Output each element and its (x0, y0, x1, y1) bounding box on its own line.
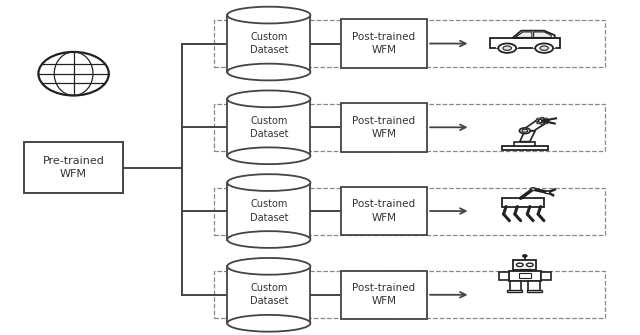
Circle shape (540, 46, 548, 50)
Ellipse shape (38, 52, 109, 95)
Circle shape (531, 188, 536, 190)
Wedge shape (496, 42, 518, 48)
Circle shape (537, 122, 540, 124)
Bar (499, 272, 509, 280)
Circle shape (535, 120, 538, 122)
Circle shape (516, 263, 523, 267)
Circle shape (527, 263, 533, 267)
Circle shape (535, 44, 553, 53)
Text: Post-trained
WFM: Post-trained WFM (353, 32, 415, 55)
Text: Custom
Dataset: Custom Dataset (250, 32, 288, 55)
Polygon shape (520, 131, 535, 142)
Circle shape (537, 118, 540, 120)
Ellipse shape (227, 147, 310, 164)
Circle shape (522, 129, 528, 132)
Text: Custom
Dataset: Custom Dataset (250, 283, 288, 307)
Bar (518, 273, 531, 278)
Bar (541, 272, 550, 280)
Circle shape (498, 44, 516, 53)
Bar (227, 15, 310, 72)
Bar (513, 261, 536, 270)
Text: Post-trained
WFM: Post-trained WFM (353, 199, 415, 223)
Wedge shape (533, 42, 556, 48)
Text: Custom
Dataset: Custom Dataset (250, 116, 288, 139)
Circle shape (541, 123, 544, 125)
Polygon shape (534, 32, 551, 38)
Circle shape (545, 122, 548, 124)
Text: Pre-trained
WFM: Pre-trained WFM (43, 156, 104, 179)
Bar (340, 187, 428, 235)
Ellipse shape (227, 174, 310, 191)
Bar (214, 271, 605, 318)
Circle shape (541, 117, 544, 119)
Ellipse shape (227, 231, 310, 248)
Bar (340, 19, 428, 68)
Bar (502, 198, 543, 206)
Polygon shape (513, 31, 555, 38)
Bar (502, 145, 548, 150)
Bar (227, 99, 310, 156)
Bar (508, 290, 522, 292)
Bar (227, 183, 310, 240)
Bar (214, 104, 605, 151)
Text: Post-trained
WFM: Post-trained WFM (353, 283, 415, 307)
Bar (24, 141, 123, 194)
Bar (340, 271, 428, 319)
Ellipse shape (227, 90, 310, 107)
Bar (227, 266, 310, 323)
Circle shape (523, 255, 527, 257)
Polygon shape (522, 120, 548, 131)
Bar (214, 20, 605, 67)
Circle shape (545, 118, 548, 120)
Circle shape (520, 128, 530, 134)
Text: Post-trained
WFM: Post-trained WFM (353, 116, 415, 139)
Circle shape (545, 191, 550, 194)
Bar (515, 142, 535, 145)
Text: Custom
Dataset: Custom Dataset (250, 199, 288, 223)
Bar (527, 290, 542, 292)
Circle shape (546, 120, 549, 122)
Ellipse shape (227, 64, 310, 80)
Bar (510, 280, 522, 291)
Ellipse shape (227, 315, 310, 332)
Polygon shape (515, 32, 532, 38)
Bar (214, 188, 605, 234)
Bar (340, 103, 428, 151)
Ellipse shape (227, 7, 310, 23)
Bar (509, 271, 541, 280)
Bar (528, 280, 540, 291)
Ellipse shape (227, 258, 310, 275)
Circle shape (503, 46, 511, 50)
Circle shape (538, 119, 547, 123)
Bar (490, 38, 560, 48)
